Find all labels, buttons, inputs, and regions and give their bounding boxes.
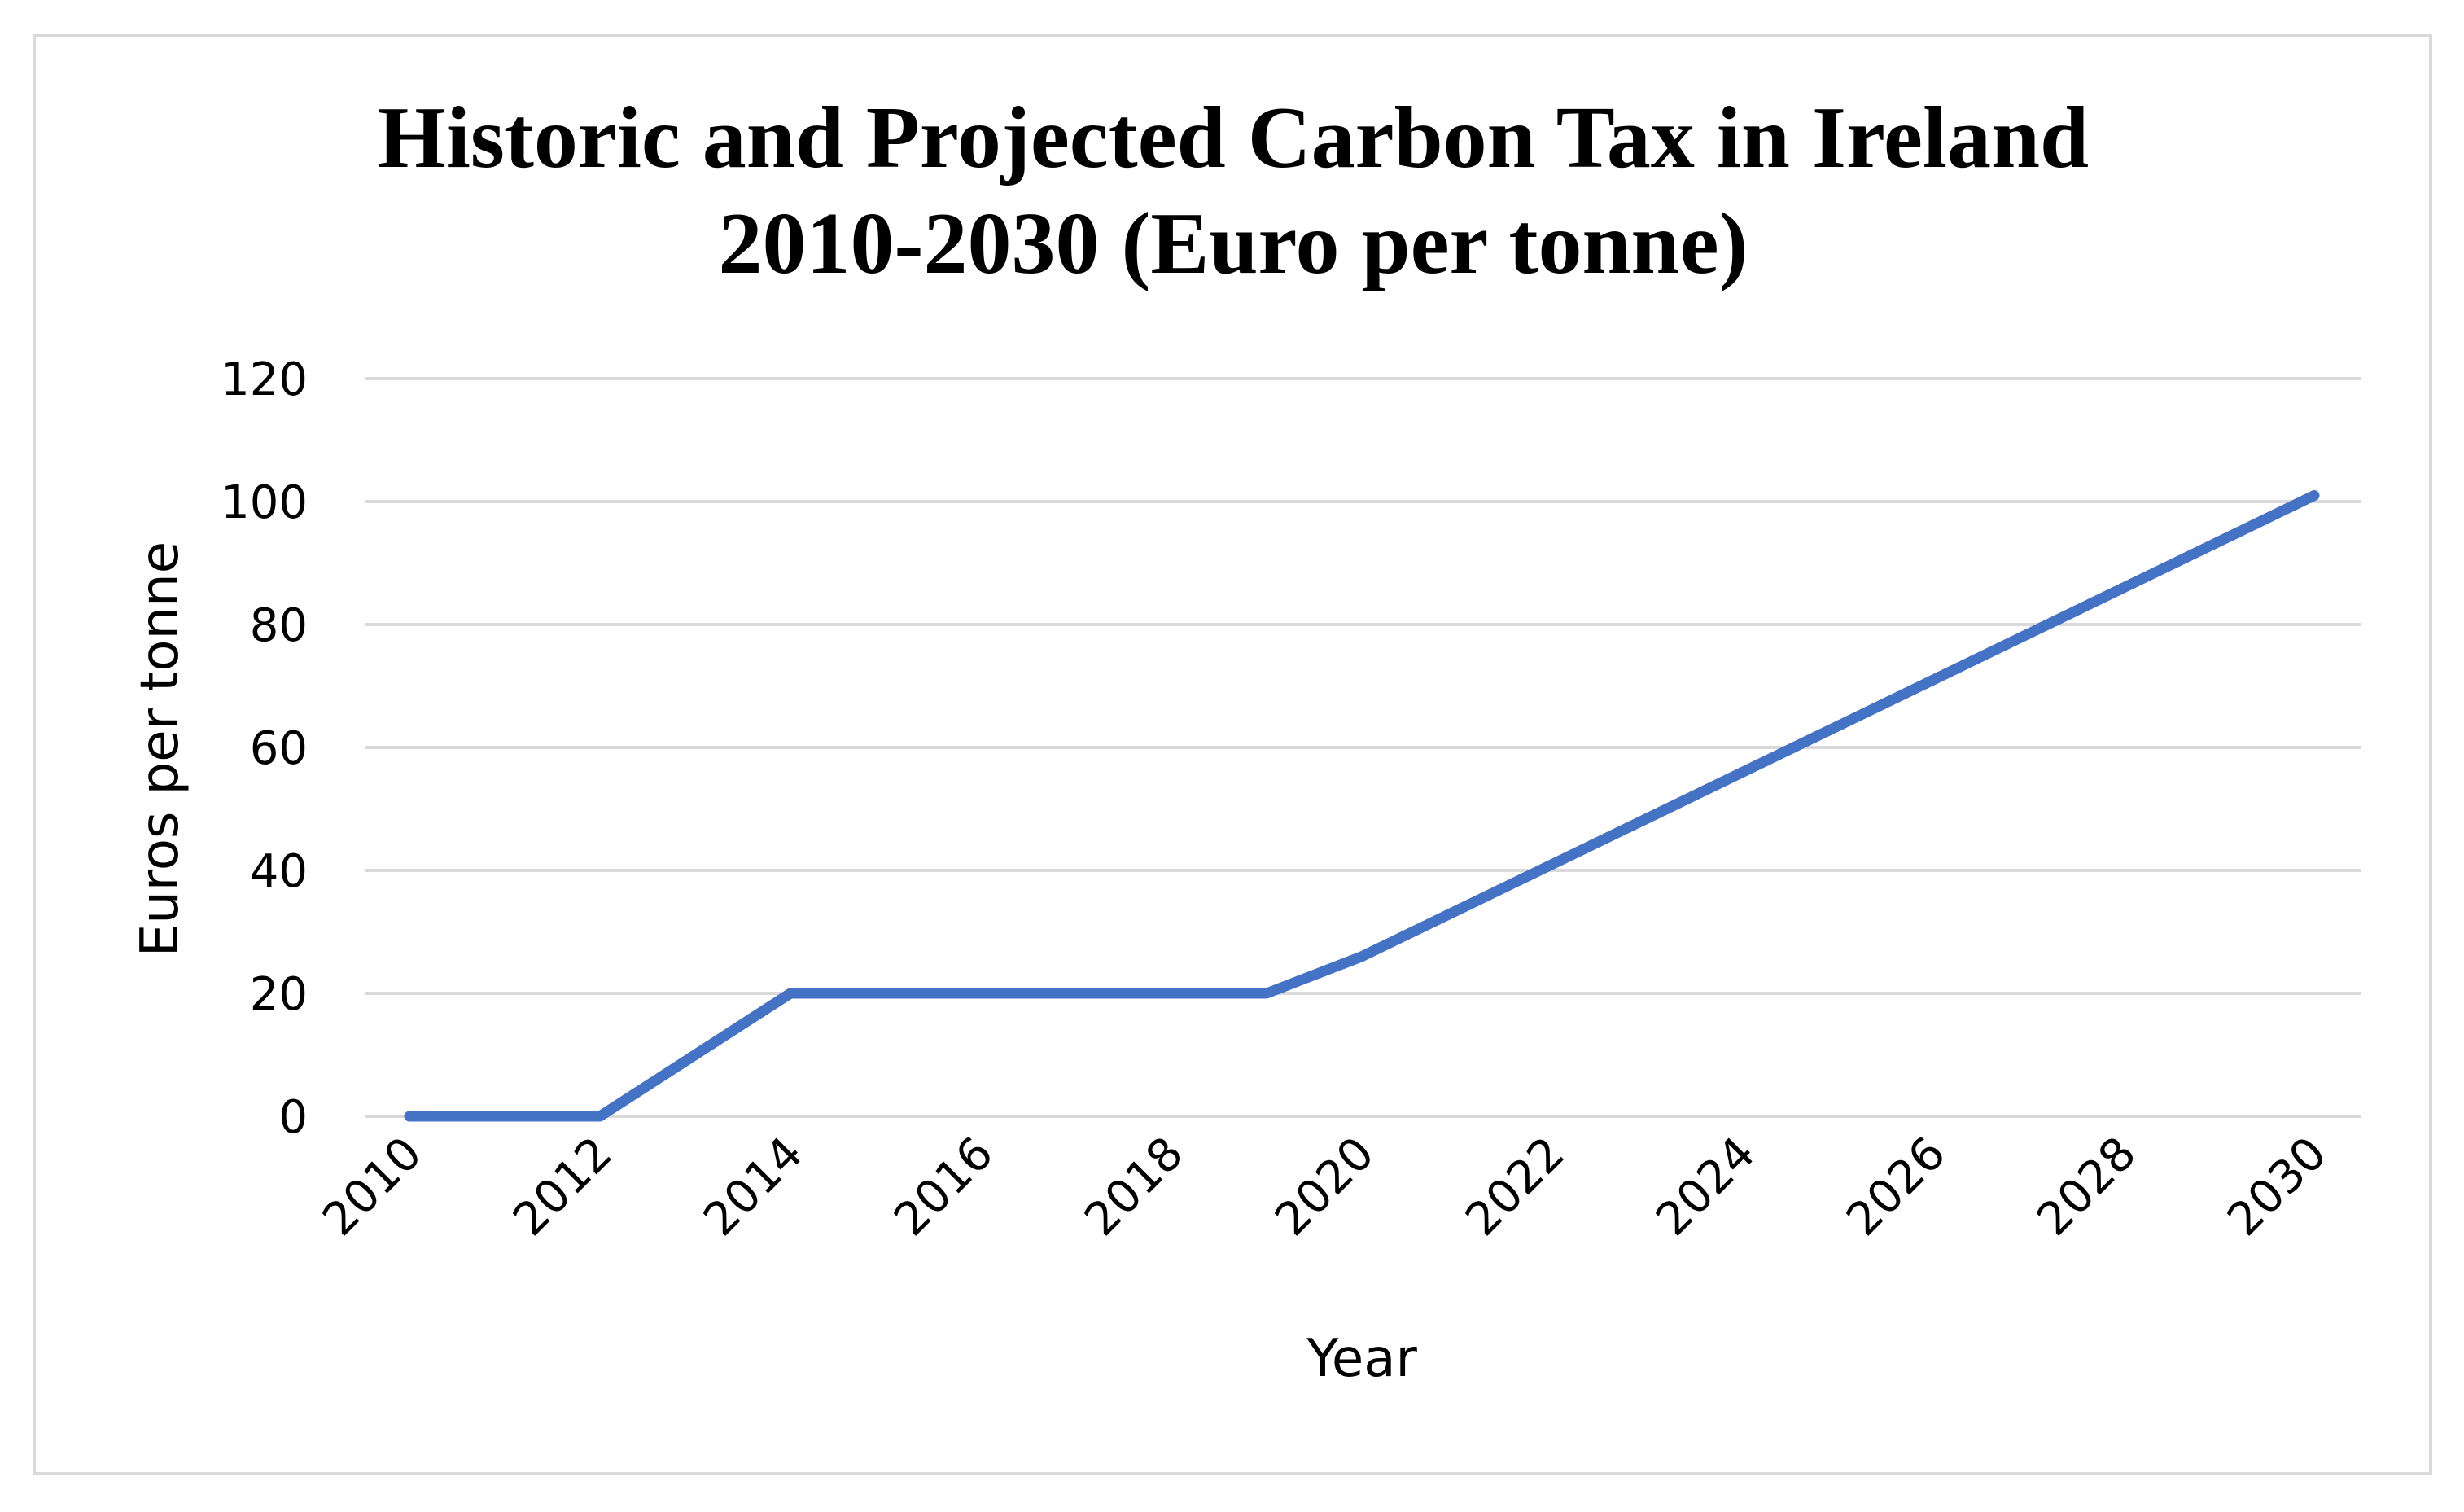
x-tick-label: 2010 bbox=[313, 1127, 432, 1247]
y-tick-label: 80 bbox=[250, 599, 308, 652]
x-tick-label: 2028 bbox=[2027, 1127, 2147, 1247]
x-tick-label: 2026 bbox=[1836, 1127, 1956, 1247]
chart-frame bbox=[33, 34, 2432, 1475]
x-tick-label: 2024 bbox=[1646, 1127, 1766, 1247]
x-tick-label: 2014 bbox=[694, 1127, 813, 1247]
gridlines bbox=[365, 377, 2361, 1118]
y-tick-label: 40 bbox=[250, 845, 308, 898]
x-axis-title: Year bbox=[1306, 1329, 1417, 1389]
y-tick-label: 20 bbox=[250, 968, 308, 1021]
chart-title-line-1: Historic and Projected Carbon Tax in Ire… bbox=[378, 90, 2089, 186]
y-tick-label: 100 bbox=[221, 476, 308, 529]
x-axis-ticks: 2010 2012 2014 2016 2018 2020 2022 2024 2026 2028… bbox=[313, 1127, 2337, 1247]
y-axis-ticks: 0 20 40 60 80 100 120 bbox=[221, 353, 308, 1144]
y-axis-title: Euros per tonne bbox=[130, 541, 190, 957]
x-tick-label: 2016 bbox=[884, 1127, 1004, 1247]
x-tick-label: 2018 bbox=[1074, 1127, 1194, 1247]
y-tick-label: 60 bbox=[250, 722, 308, 775]
series-line-0 bbox=[404, 490, 2320, 1122]
y-tick-label: 0 bbox=[278, 1091, 308, 1144]
x-tick-label: 2012 bbox=[503, 1127, 623, 1247]
y-tick-label: 120 bbox=[221, 353, 308, 406]
chart-title-line-2: 2010-2030 (Euro per tonne) bbox=[719, 195, 1748, 292]
x-tick-label: 2030 bbox=[2217, 1127, 2337, 1247]
x-tick-label: 2020 bbox=[1265, 1127, 1385, 1247]
x-tick-label: 2022 bbox=[1455, 1127, 1575, 1247]
series-layer bbox=[404, 490, 2320, 1122]
